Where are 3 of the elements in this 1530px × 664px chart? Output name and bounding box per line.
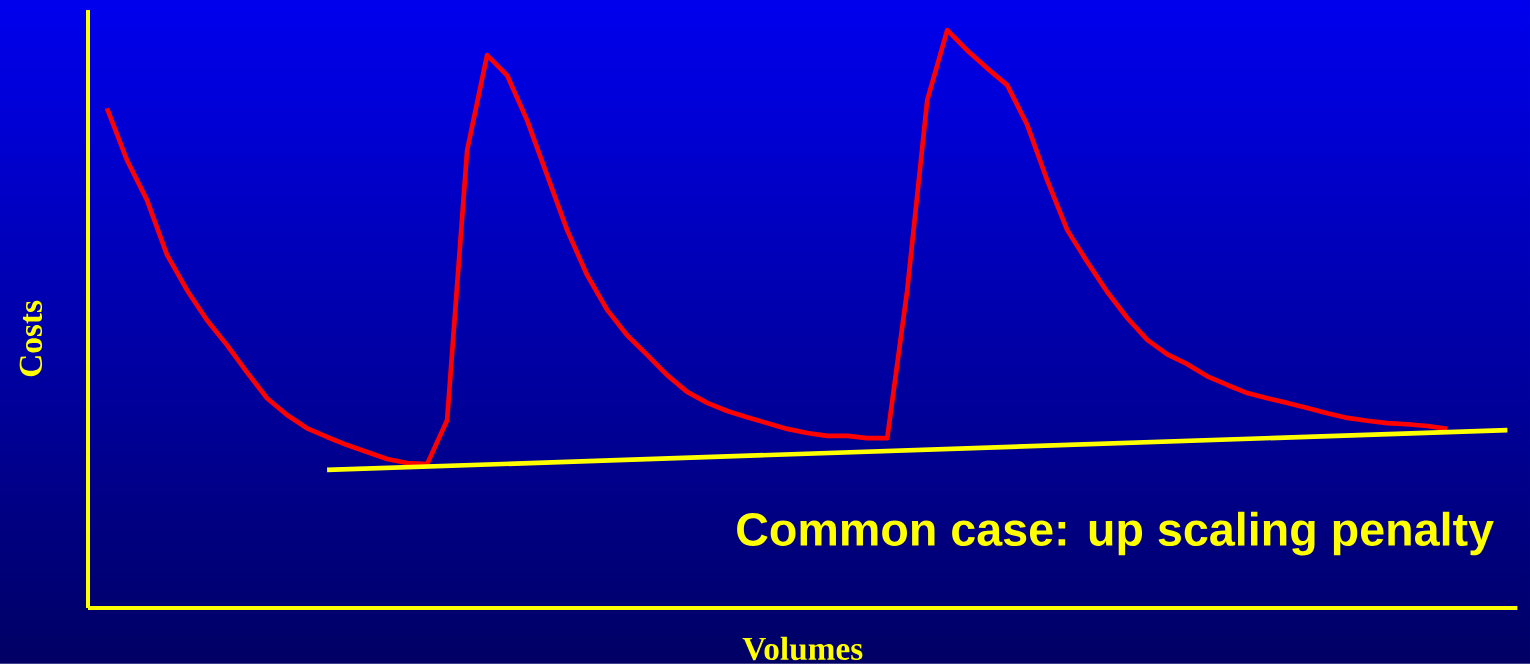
annotation: Common case: up scaling penalty (737, 511, 1494, 556)
y-axis-title: Costs (19, 300, 43, 377)
x-axis-title: Volumes (742, 636, 863, 661)
